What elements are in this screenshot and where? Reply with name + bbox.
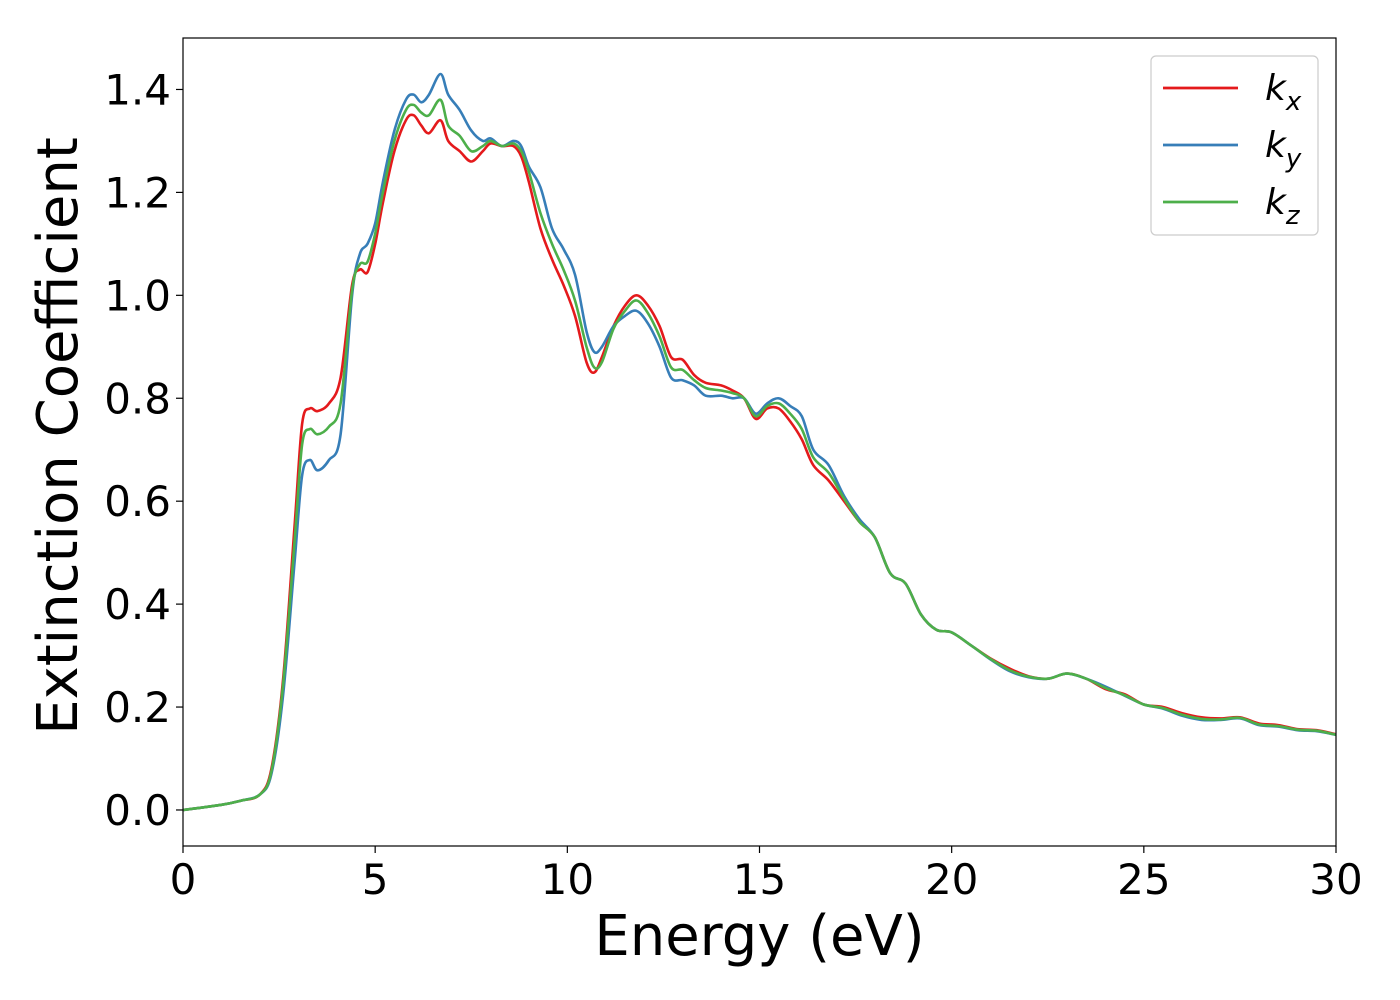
y-tick-label: 1.2 xyxy=(104,168,171,217)
legend-label-ky: ky xyxy=(1265,125,1302,174)
y-tick-label: 0.2 xyxy=(104,683,171,732)
y-axis-title: Extinction Coefficient xyxy=(26,137,91,735)
x-tick-label: 15 xyxy=(733,855,786,904)
series-layer xyxy=(182,72,1337,812)
y-tick-label: 0.8 xyxy=(104,374,171,423)
legend-label-base: k xyxy=(1265,68,1288,109)
y-tick-label: 1.4 xyxy=(104,65,171,114)
legend-label-base: k xyxy=(1265,182,1288,223)
legend-label-base: k xyxy=(1265,125,1288,166)
legend-label-subscript: y xyxy=(1285,144,1302,174)
y-tick-label: 1.0 xyxy=(104,271,171,320)
x-tick-label: 5 xyxy=(362,855,389,904)
x-tick-label: 10 xyxy=(541,855,594,904)
x-tick-label: 25 xyxy=(1117,855,1170,904)
y-tick-label: 0.0 xyxy=(104,786,171,835)
legend-label-kx: kx xyxy=(1265,68,1302,117)
x-axis-title: Energy (eV) xyxy=(594,904,924,969)
x-tick-label: 20 xyxy=(925,855,978,904)
legend-label-kz: kz xyxy=(1265,182,1301,231)
x-tick-label: 30 xyxy=(1309,855,1362,904)
legend-label-subscript: z xyxy=(1285,201,1301,231)
plot-frame xyxy=(182,37,1337,847)
legend-label-subscript: x xyxy=(1285,87,1302,117)
y-tick-label: 0.6 xyxy=(104,477,171,526)
tick-layer: 0 5 10 15 20 25 30 0.0 0.2 0.4 0.6 0.8 1.0 1.2 1.4 xyxy=(104,65,1363,904)
x-tick-label: 0 xyxy=(170,855,197,904)
y-tick-label: 0.4 xyxy=(104,580,171,629)
series-line-kz xyxy=(182,98,1337,812)
